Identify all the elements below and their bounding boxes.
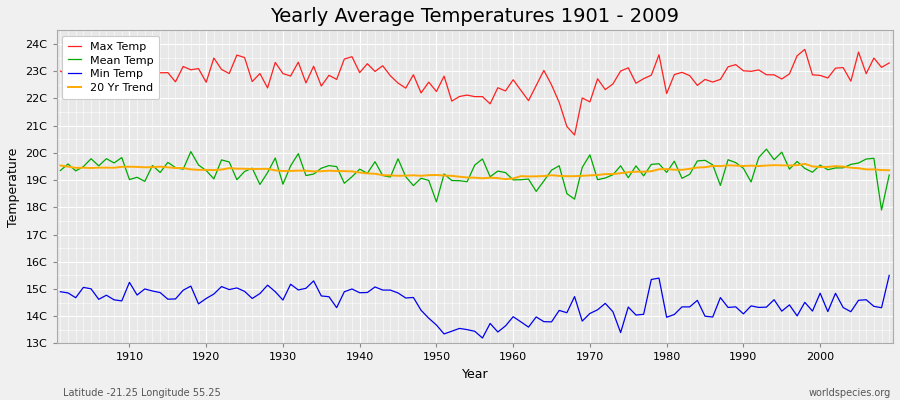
Max Temp: [508, 77, 518, 82]
Max Temp: [285, 74, 296, 78]
Mean Temp: [116, 155, 127, 160]
20 Yr Trend: [116, 164, 127, 169]
Title: Yearly Average Temperatures 1901 - 2009: Yearly Average Temperatures 1901 - 2009: [270, 7, 680, 26]
Mean Temp: [285, 164, 296, 168]
Text: worldspecies.org: worldspecies.org: [809, 388, 891, 398]
Mean Temp: [55, 168, 66, 173]
Max Temp: [799, 47, 810, 52]
Mean Temp: [500, 170, 511, 175]
Max Temp: [116, 61, 127, 66]
Line: Max Temp: Max Temp: [60, 49, 889, 135]
X-axis label: Year: Year: [462, 368, 488, 381]
20 Yr Trend: [500, 177, 511, 182]
Mean Temp: [876, 208, 886, 212]
20 Yr Trend: [508, 176, 518, 181]
Y-axis label: Temperature: Temperature: [7, 147, 20, 226]
Min Temp: [116, 298, 127, 303]
20 Yr Trend: [516, 174, 526, 178]
Min Temp: [884, 273, 895, 278]
Line: Min Temp: Min Temp: [60, 275, 889, 338]
20 Yr Trend: [884, 168, 895, 173]
Mean Temp: [761, 147, 772, 152]
Legend: Max Temp, Mean Temp, Min Temp, 20 Yr Trend: Max Temp, Mean Temp, Min Temp, 20 Yr Tre…: [62, 36, 159, 99]
Min Temp: [55, 289, 66, 294]
Min Temp: [285, 282, 296, 287]
Mean Temp: [331, 164, 342, 169]
20 Yr Trend: [799, 162, 810, 166]
20 Yr Trend: [285, 168, 296, 173]
Max Temp: [884, 60, 895, 65]
Max Temp: [608, 82, 618, 86]
Mean Temp: [600, 176, 611, 180]
Min Temp: [477, 336, 488, 340]
Mean Temp: [884, 172, 895, 177]
Max Temp: [55, 69, 66, 74]
Mean Temp: [508, 178, 518, 182]
20 Yr Trend: [55, 163, 66, 168]
Max Temp: [331, 77, 342, 82]
Min Temp: [508, 314, 518, 319]
Max Temp: [500, 88, 511, 93]
20 Yr Trend: [608, 172, 618, 176]
20 Yr Trend: [331, 169, 342, 174]
Line: 20 Yr Trend: 20 Yr Trend: [60, 164, 889, 179]
Line: Mean Temp: Mean Temp: [60, 149, 889, 210]
Min Temp: [608, 309, 618, 314]
Min Temp: [331, 305, 342, 310]
Max Temp: [569, 132, 580, 137]
Min Temp: [516, 320, 526, 324]
Text: Latitude -21.25 Longitude 55.25: Latitude -21.25 Longitude 55.25: [63, 388, 220, 398]
